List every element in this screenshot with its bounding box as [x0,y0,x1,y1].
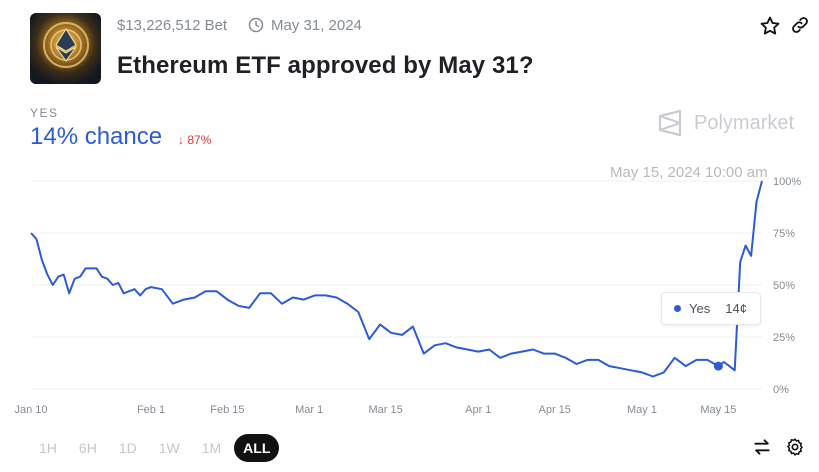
time-range-selector: 1H 6H 1D 1W 1M ALL [30,434,283,462]
x-tick-label: Jan 10 [14,404,47,416]
x-tick-label: May 15 [700,404,736,416]
range-button-6h[interactable]: 6H [78,440,97,456]
range-button-1d[interactable]: 1D [118,440,137,456]
series-line-yes [30,180,763,378]
market-thumbnail [30,13,101,84]
hover-date: May 15, 2024 10:00 am [610,164,768,181]
x-axis-ticks: Jan 10 Feb 1 Feb 15 Mar 1 Mar 15 Apr 1 Apr 15 M… [14,404,736,416]
range-button-1m[interactable]: 1M [201,440,222,456]
end-date-text: May 31, 2024 [271,17,362,34]
polymarket-logo: Polymarket [656,108,794,138]
change-value: 87% [187,133,212,147]
link-icon[interactable] [790,15,812,37]
polymarket-logo-icon [658,109,682,137]
chart-grid [31,180,762,390]
range-button-1w[interactable]: 1W [158,440,180,456]
y-tick-label: 75% [773,228,795,240]
volume-text: $13,226,512 Bet [117,17,228,34]
tooltip-series-name: Yes [689,301,711,316]
swap-icon[interactable] [752,437,774,459]
market-title: Ethereum ETF approved by May 31? [117,52,534,79]
x-tick-label: Mar 15 [368,404,402,416]
gear-icon[interactable] [785,437,807,459]
chance-value: 14% chance [30,123,163,150]
clock-icon [248,17,264,33]
outcome-label: YES [30,106,59,120]
y-tick-label: 25% [773,332,795,344]
x-tick-label: Mar 1 [295,404,323,416]
x-tick-label: May 1 [627,404,657,416]
x-tick-label: Feb 15 [210,404,244,416]
chart-series [30,180,763,378]
x-tick-label: Apr 1 [465,404,491,416]
y-tick-label: 0% [773,384,789,396]
x-tick-label: Feb 1 [137,404,165,416]
tooltip-value: 14¢ [725,301,747,316]
change-indicator: ↓ 87% [178,133,211,147]
range-button-1h[interactable]: 1H [39,440,57,456]
series-dot [674,305,681,312]
hover-tooltip: Yes 14¢ [661,292,761,325]
brand-name: Polymarket [694,111,795,134]
hover-point [713,361,723,371]
y-tick-label: 50% [773,280,795,292]
y-tick-label: 100% [773,176,801,188]
range-button-all[interactable]: ALL [234,434,280,462]
arrow-down-icon: ↓ [178,133,184,147]
y-axis-ticks: 0% 25% 50% 75% 100% [773,176,801,396]
x-tick-label: Apr 15 [538,404,570,416]
star-icon[interactable] [759,15,781,37]
